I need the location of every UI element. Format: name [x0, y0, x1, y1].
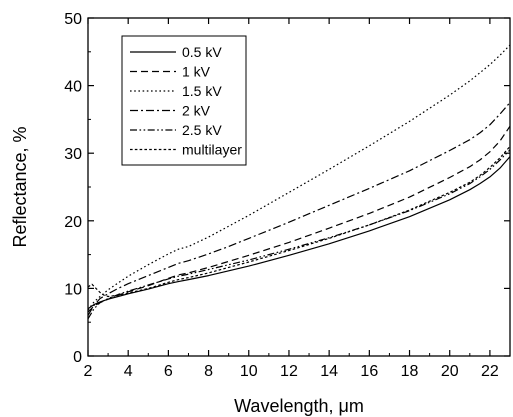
- y-tick-label: 20: [64, 214, 82, 231]
- legend-label-0: 0.5 kV: [182, 44, 222, 60]
- x-tick-label: 18: [401, 363, 419, 380]
- series-layer: [87, 44, 511, 320]
- x-tick-label: 20: [441, 363, 459, 380]
- x-tick-label: 16: [360, 363, 378, 380]
- y-tick-label: 30: [64, 146, 82, 163]
- x-tick-label: 4: [124, 363, 133, 380]
- y-tick-label: 10: [64, 281, 82, 298]
- x-tick-label: 22: [481, 363, 499, 380]
- x-tick-label: 6: [164, 363, 173, 380]
- legend: 0.5 kV 1 kV 1.5 kV 2 kV 2.5 kV multilayer: [121, 35, 247, 166]
- legend-label-4: 2.5 kV: [182, 122, 222, 138]
- legend-label-5: multilayer: [182, 142, 242, 158]
- x-tick-label: 8: [204, 363, 213, 380]
- legend-label-3: 2 kV: [182, 103, 211, 119]
- x-axis-label: Wavelength, μm: [234, 396, 364, 416]
- series-line-5: [87, 146, 511, 298]
- legend-box: [121, 35, 247, 166]
- legend-label-1: 1 kV: [182, 64, 211, 80]
- tick-layer: 2 4 6 8 10 12 14 16 18 20 22 0 10 20 30 40 50: [64, 11, 510, 380]
- y-axis-label: Reflectance, %: [10, 126, 30, 247]
- series-line-4: [87, 149, 511, 320]
- x-tick-label: 14: [320, 363, 338, 380]
- series-line-0: [87, 156, 511, 310]
- y-tick-label: 0: [73, 349, 82, 366]
- y-tick-label: 40: [64, 79, 82, 96]
- y-tick-label: 50: [64, 11, 82, 28]
- legend-label-2: 1.5 kV: [182, 83, 222, 99]
- series-line-3: [87, 102, 511, 316]
- x-tick-label: 2: [84, 363, 93, 380]
- x-tick-label: 12: [280, 363, 298, 380]
- x-tick-label: 10: [240, 363, 258, 380]
